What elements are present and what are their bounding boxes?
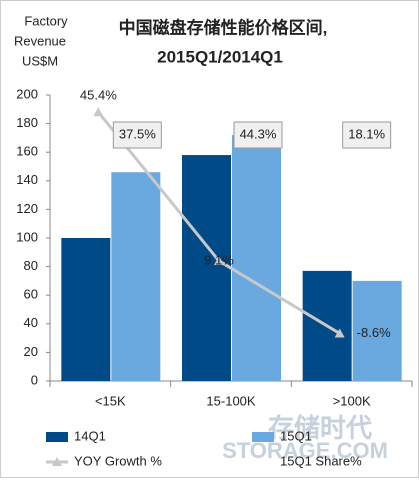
y-tick-label: 60 — [24, 287, 38, 302]
y-tick-label: 160 — [16, 144, 38, 159]
y-tick-label: 140 — [16, 172, 38, 187]
bar — [352, 280, 402, 381]
watermark: 存储时代 — [268, 413, 372, 443]
legend-swatch — [46, 432, 68, 442]
data-label: 45.4% — [80, 88, 117, 103]
share-box — [112, 121, 162, 149]
y-tick-label: 120 — [16, 201, 38, 216]
bar — [61, 238, 111, 381]
legend-label: YOY Growth % — [74, 453, 162, 468]
x-tick-label: 15-100K — [206, 393, 255, 408]
marker — [334, 328, 345, 338]
bar — [182, 155, 231, 381]
watermark: STORAGE.COM — [222, 438, 388, 463]
legend-label: 15Q1 — [280, 428, 312, 443]
chart-title: 2015Q1/2014Q1 — [157, 47, 283, 66]
marker — [214, 255, 224, 265]
data-label: 37.5% — [119, 126, 156, 141]
data-label: 9.1% — [204, 252, 234, 267]
y-axis-label: Factory — [24, 13, 68, 28]
y-tick-label: 180 — [16, 115, 38, 130]
legend-swatch — [252, 432, 274, 442]
y-axis-label: Revenue — [14, 33, 66, 48]
data-label: -8.6% — [357, 325, 391, 340]
y-tick-label: 100 — [16, 229, 38, 244]
data-label: 44.3% — [240, 126, 277, 141]
bar — [111, 172, 161, 381]
x-tick-label: <15K — [95, 393, 126, 408]
bar — [232, 135, 281, 381]
legend-label: 15Q1 Share% — [280, 453, 362, 468]
y-tick-label: 40 — [24, 315, 38, 330]
legend-marker — [52, 457, 62, 466]
data-label: 18.1% — [348, 126, 385, 141]
marker — [93, 107, 104, 117]
legend-label: 14Q1 — [74, 428, 106, 443]
x-tick-label: >100K — [333, 393, 371, 408]
chart-title: 中国磁盘存储性能价格区间, — [119, 17, 328, 37]
y-axis-label: US$M — [22, 53, 58, 68]
share-box — [342, 121, 392, 149]
y-tick-label: 80 — [24, 258, 38, 273]
y-tick-label: 200 — [16, 86, 38, 101]
y-tick-label: 20 — [24, 344, 38, 359]
share-box — [233, 121, 283, 149]
y-tick-label: 0 — [31, 372, 38, 387]
